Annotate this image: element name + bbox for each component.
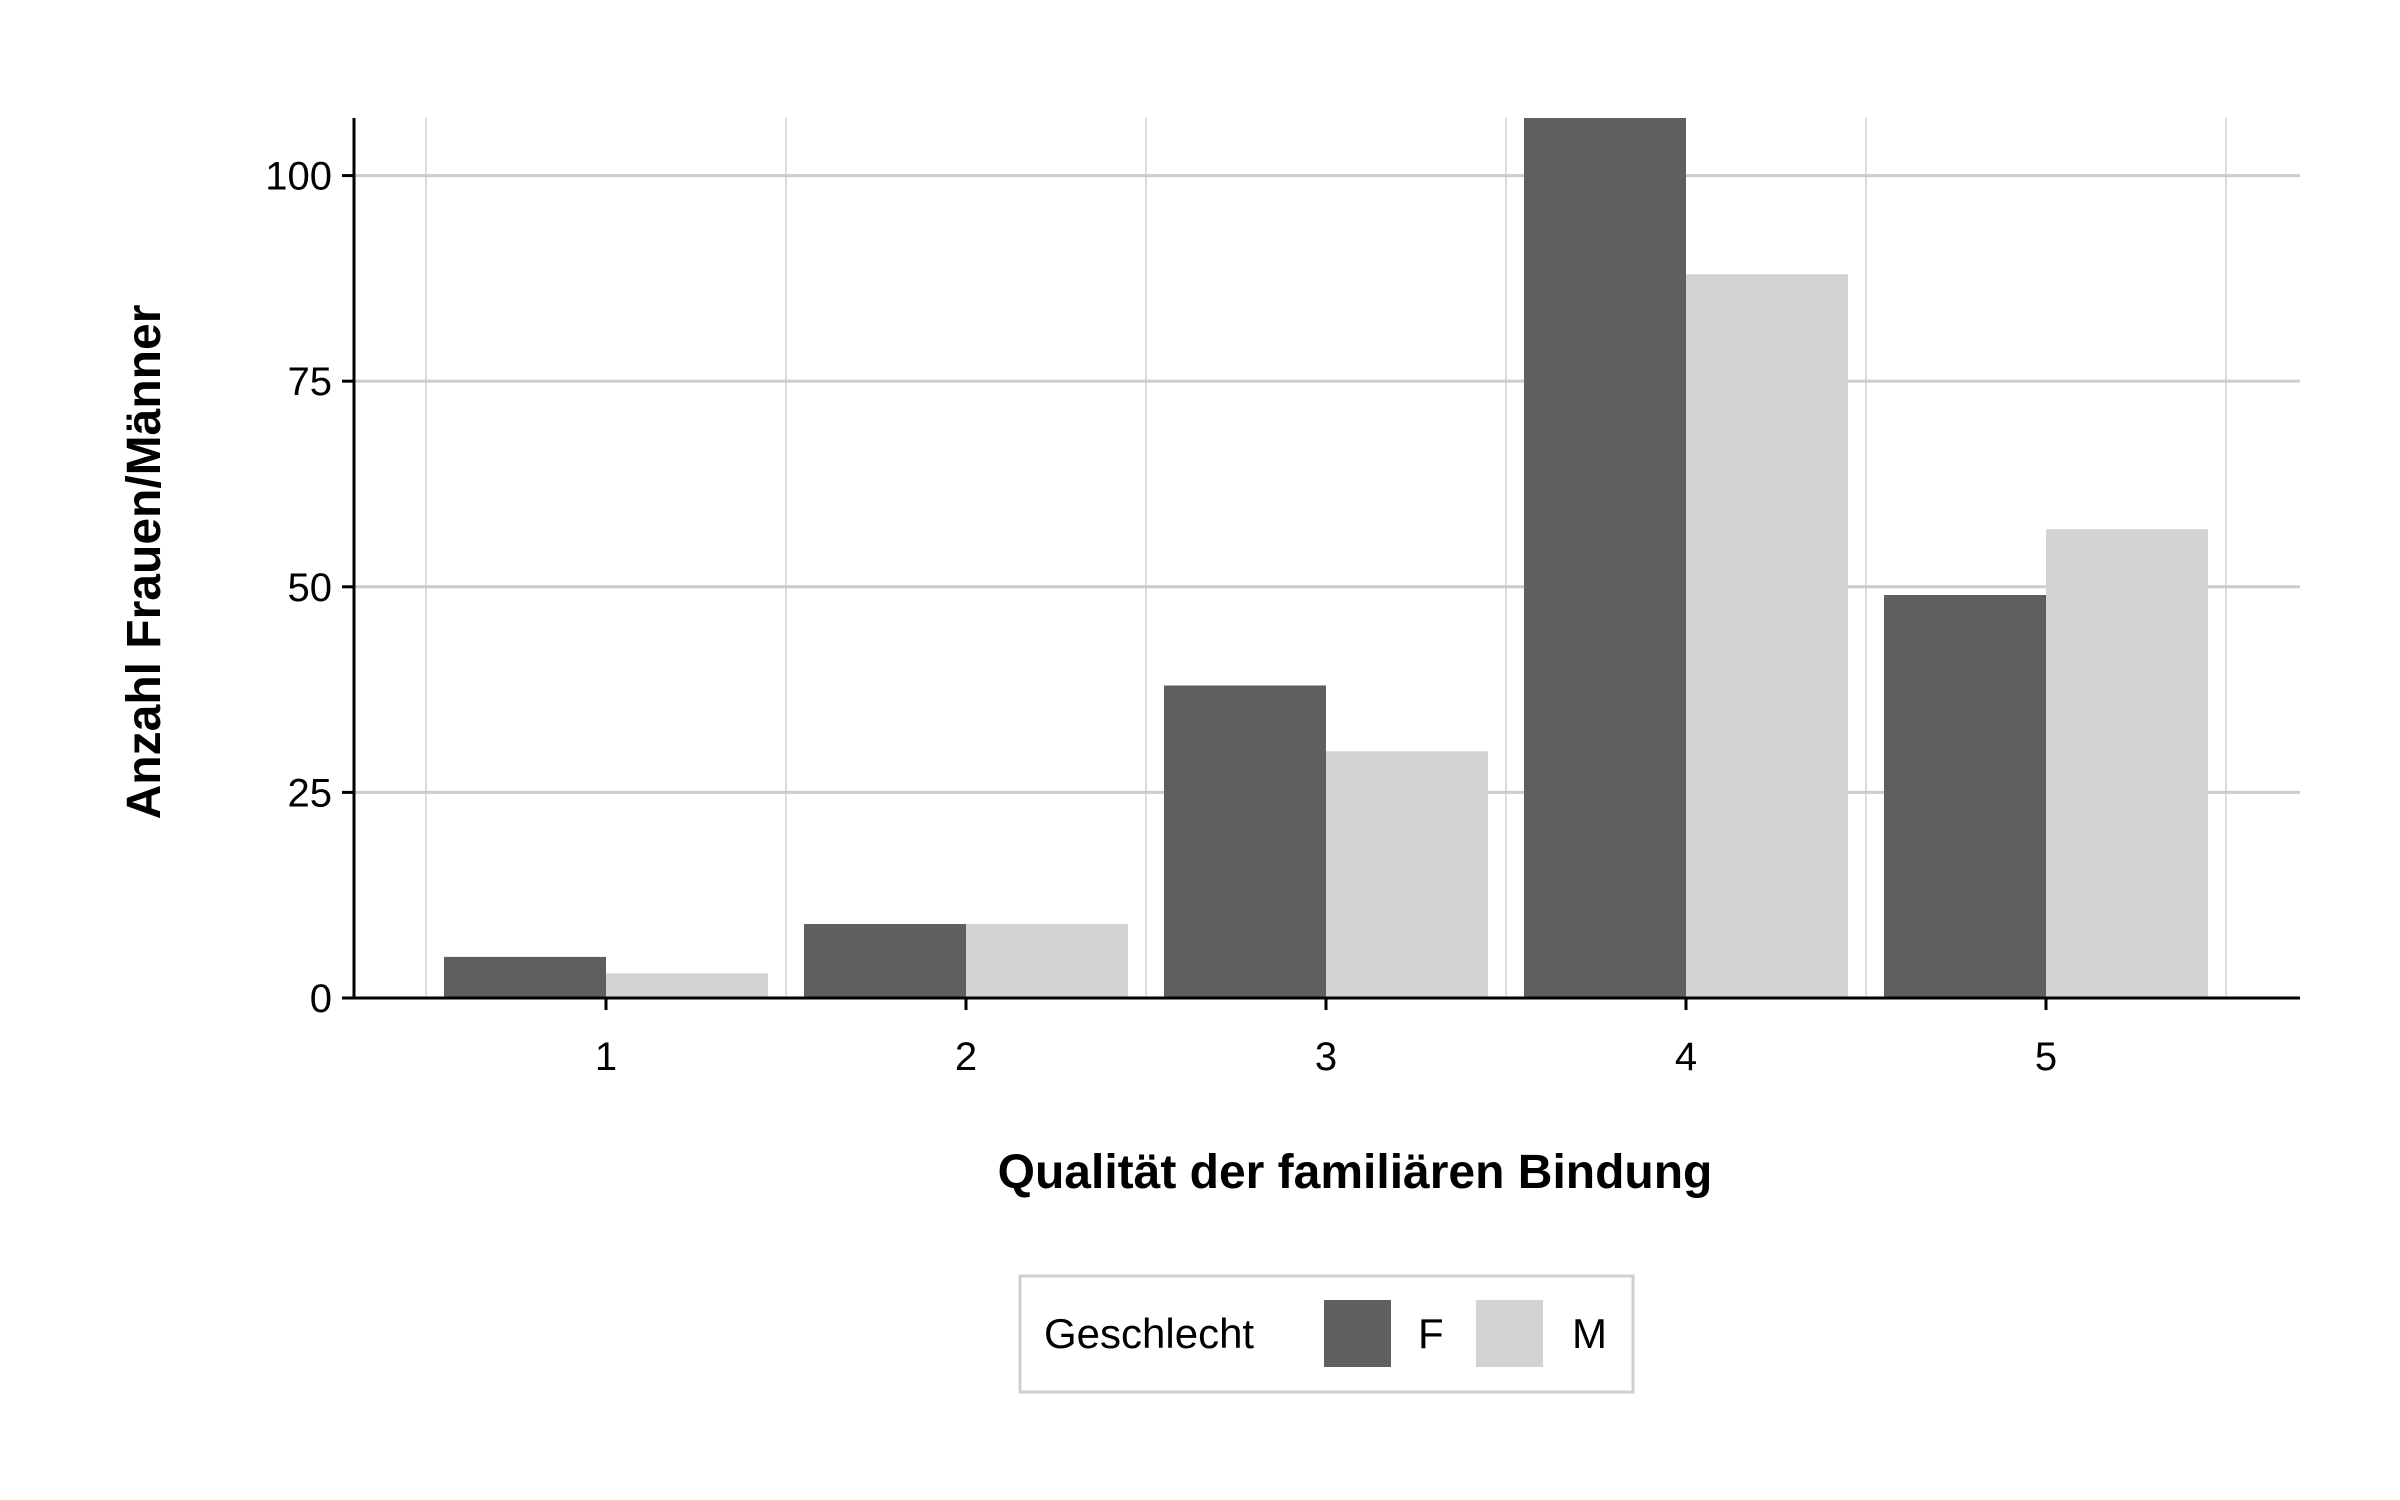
legend-swatch-f [1324, 1300, 1391, 1367]
y-tick-labels: 0 25 50 75 100 [265, 155, 332, 1021]
y-tick-label: 25 [288, 771, 333, 815]
bars [444, 118, 2208, 998]
x-tick-label: 2 [955, 1035, 977, 1079]
bar-f-2 [804, 923, 966, 998]
x-tick-label: 3 [1315, 1035, 1337, 1079]
x-tick-labels: 1 2 3 4 5 [595, 1035, 2057, 1079]
legend-swatch-m [1476, 1300, 1543, 1367]
x-tick-label: 5 [2035, 1035, 2057, 1079]
bar-m-5 [2046, 529, 2208, 998]
y-tick-label: 0 [310, 977, 332, 1021]
x-axis-title: Qualität der familiären Bindung [998, 1146, 1713, 1199]
bar-f-1 [444, 956, 606, 998]
bar-f-4 [1524, 118, 1686, 998]
x-tick-label: 4 [1675, 1035, 1697, 1079]
bar-m-4 [1686, 274, 1848, 998]
legend: Geschlecht F M [1018, 1274, 1635, 1394]
bar-f-5 [1884, 595, 2046, 998]
y-tick-label: 75 [288, 360, 333, 404]
bar-f-3 [1164, 685, 1326, 998]
x-tick-label: 1 [595, 1035, 617, 1079]
y-tick-label: 100 [265, 155, 332, 199]
legend-label-f: F [1418, 1310, 1444, 1357]
axes [342, 118, 2300, 1010]
bar-m-2 [966, 923, 1128, 998]
y-axis-title: Anzahl Frauen/Männer [118, 305, 171, 820]
bar-m-1 [606, 973, 768, 998]
legend-label-m: M [1572, 1310, 1607, 1357]
y-tick-label: 50 [288, 566, 333, 610]
legend-title: Geschlecht [1044, 1310, 1254, 1357]
bar-m-3 [1326, 751, 1488, 998]
